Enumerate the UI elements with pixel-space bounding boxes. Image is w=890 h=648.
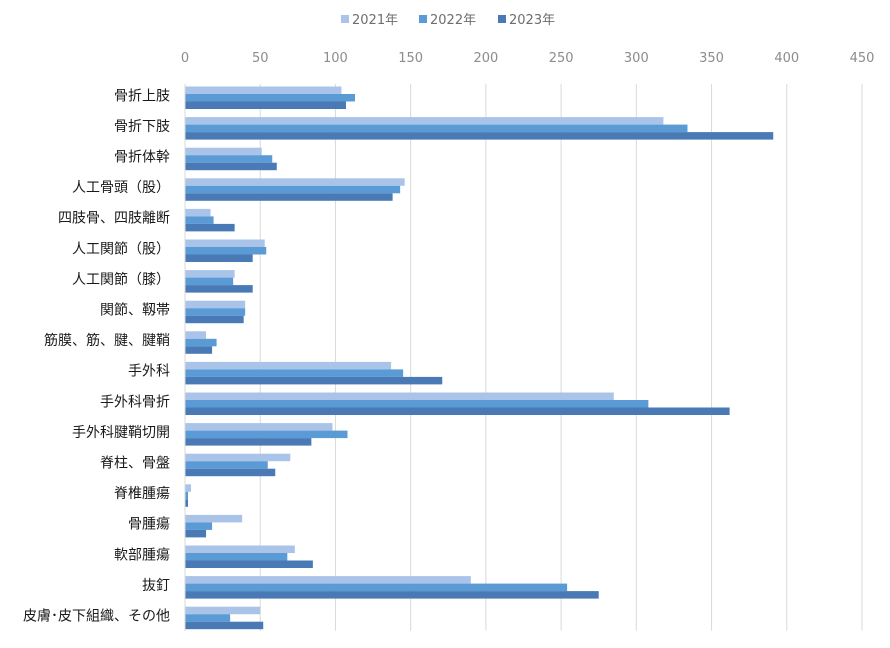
bar-2022年-13	[185, 491, 189, 500]
category-label: 骨折体幹	[114, 149, 170, 166]
legend: 2021年 2022年 2023年	[341, 13, 555, 28]
bar-2023年-5	[185, 254, 253, 262]
bar-2021年-8	[185, 331, 207, 339]
bar-2022年-10	[185, 400, 649, 408]
bar-2021年-4	[185, 208, 211, 217]
bar-2021年-13	[185, 484, 192, 492]
bar-2021年-16	[185, 576, 471, 584]
bar-2022年-6	[185, 277, 234, 286]
legend-label: 2023年	[509, 13, 555, 28]
gridlines	[259, 84, 863, 631]
bar-2023年-2	[185, 162, 277, 171]
x-tick-label: 450	[850, 51, 875, 66]
bar-2021年-2	[185, 147, 262, 156]
bar-2023年-14	[185, 529, 207, 538]
bar-2022年-16	[185, 583, 568, 592]
bar-2022年-2	[185, 155, 273, 163]
category-label: 人工関節（膝）	[72, 271, 170, 288]
bar-2022年-0	[185, 94, 356, 102]
x-tick-label: 200	[473, 51, 498, 66]
bar-2023年-4	[185, 223, 235, 232]
bar-2023年-17	[185, 621, 264, 630]
bar-2022年-11	[185, 430, 348, 439]
x-tick-label: 400	[774, 51, 799, 66]
category-label: 四肢骨、四肢離断	[58, 210, 170, 227]
bar-2022年-15	[185, 553, 288, 561]
category-label: 筋膜、筋、腱、腱鞘	[44, 332, 170, 349]
bar-2021年-17	[185, 606, 261, 615]
bar-2023年-8	[185, 346, 213, 354]
category-label: 骨折下肢	[114, 119, 170, 135]
bar-2023年-6	[185, 285, 253, 293]
bar-2021年-12	[185, 453, 291, 462]
x-tick-label: 250	[549, 51, 574, 66]
x-tick-label: 300	[624, 51, 649, 66]
category-label: 人工骨頭（股）	[72, 180, 170, 196]
bar-2021年-9	[185, 361, 392, 370]
category-label: 手外科	[128, 364, 170, 380]
bar-2023年-10	[185, 407, 730, 415]
legend-swatch-2022年	[419, 15, 427, 23]
category-label: 手外科骨折	[100, 394, 170, 410]
legend-swatch-2023年	[498, 15, 506, 23]
bar-2021年-7	[185, 300, 246, 309]
category-label: 手外科腱鞘切開	[72, 425, 170, 441]
category-label: 脊椎腫瘍	[114, 485, 170, 502]
bar-2022年-17	[185, 614, 231, 622]
bar-2023年-9	[185, 376, 443, 385]
bar-2023年-13	[185, 499, 189, 507]
bar-2023年-16	[185, 591, 599, 599]
x-tick-label: 50	[252, 51, 269, 66]
bar-2022年-12	[185, 461, 268, 469]
bar-2022年-9	[185, 369, 404, 377]
bar-2021年-14	[185, 514, 243, 523]
bar-2021年-15	[185, 545, 295, 553]
bar-2021年-11	[185, 423, 333, 431]
x-tick-label: 150	[398, 51, 423, 66]
x-tick-label: 350	[699, 51, 724, 66]
bars	[185, 86, 774, 630]
bar-2021年-6	[185, 270, 235, 278]
bar-2022年-1	[185, 124, 688, 133]
bar-2023年-15	[185, 560, 313, 568]
bar-2021年-1	[185, 117, 664, 125]
x-tick-label: 100	[323, 51, 348, 66]
bar-2023年-1	[185, 132, 774, 140]
legend-swatch-2021年	[341, 15, 349, 23]
bar-2021年-5	[185, 239, 265, 247]
bar-2023年-11	[185, 438, 312, 446]
bar-2023年-12	[185, 468, 276, 477]
legend-label: 2021年	[352, 13, 398, 28]
bar-2022年-4	[185, 216, 214, 224]
bar-2023年-0	[185, 101, 346, 109]
category-label: 関節、靱帯	[100, 302, 170, 319]
legend-label: 2022年	[430, 13, 476, 28]
bar-2022年-5	[185, 247, 267, 255]
bar-2021年-3	[185, 178, 405, 186]
bar-2022年-8	[185, 338, 217, 347]
category-label: 骨折上肢	[114, 88, 170, 104]
bar-2022年-14	[185, 522, 213, 530]
bar-2021年-0	[185, 86, 342, 94]
category-label: 皮膚･皮下組織、その他	[23, 609, 170, 625]
category-label: 骨腫瘍	[128, 516, 170, 533]
bar-2022年-3	[185, 185, 401, 194]
category-label: 人工関節（股）	[72, 240, 170, 257]
bar-2022年-7	[185, 308, 246, 316]
bar-2021年-10	[185, 392, 614, 400]
x-tick-labels: 0 50 100 150 200 250 300 350 400 450	[181, 51, 875, 66]
category-label: 抜釘	[142, 577, 170, 594]
category-label: 脊柱、骨盤	[100, 456, 170, 472]
bar-2023年-7	[185, 315, 244, 324]
category-label: 軟部腫瘍	[114, 546, 170, 563]
x-tick-label: 0	[181, 51, 189, 66]
bar-2023年-3	[185, 193, 393, 201]
